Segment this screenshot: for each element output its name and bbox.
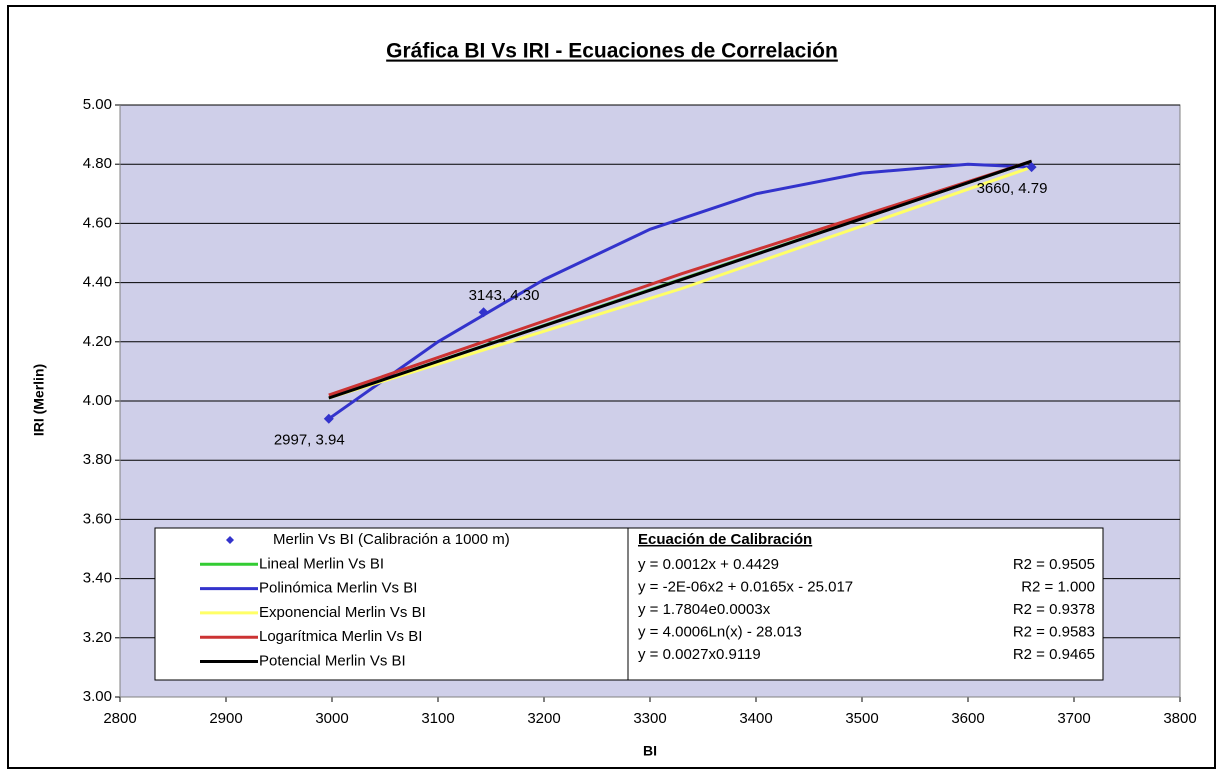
equation: y = 1.7804e0.0003x [638,601,771,618]
equation-box [627,527,1104,681]
y-tick-label: 3.40 [83,570,112,587]
legend-label: Potencial Merlin Vs BI [259,652,406,669]
data-label: 2997, 3.94 [274,432,345,449]
x-tick-label: 3500 [845,710,878,727]
legend-label: Lineal Merlin Vs BI [259,555,384,572]
equation: y = 0.0012x + 0.4429 [638,556,779,573]
legend-label: Logarítmica Merlin Vs BI [259,628,422,645]
r-squared: R2 = 0.9378 [1013,601,1095,618]
y-tick-label: 3.60 [83,510,112,527]
y-tick-label: 4.60 [83,214,112,231]
y-tick-label: 4.80 [83,155,112,172]
y-tick-label: 4.00 [83,392,112,409]
r-squared: R2 = 0.9505 [1013,556,1095,573]
y-tick-label: 3.80 [83,451,112,468]
y-axis-label: IRI (Merlin) [31,364,47,436]
x-tick-label: 3000 [315,710,348,727]
trend-line [328,159,1033,397]
r-squared: R2 = 0.9465 [1013,646,1095,663]
equation-box-title: Ecuación de Calibración [638,531,812,548]
x-tick-label: 3600 [951,710,984,727]
data-label: 3660, 4.79 [977,180,1048,197]
legend-label: Merlin Vs BI (Calibración a 1000 m) [273,531,510,548]
chart-title: Gráfica BI Vs IRI - Ecuaciones de Correl… [386,40,838,63]
x-tick-label: 3700 [1057,710,1090,727]
x-axis-label: BI [643,743,657,759]
data-point [478,307,489,318]
data-label: 3143, 4.30 [469,287,540,304]
x-tick-label: 3400 [739,710,772,727]
x-tick-label: 3300 [633,710,666,727]
trend-line [328,165,1033,400]
y-tick-label: 3.00 [83,688,112,705]
x-tick-label: 2800 [103,710,136,727]
r-squared: R2 = 0.9583 [1013,623,1095,640]
trend-line [328,159,1033,400]
y-tick-label: 3.20 [83,629,112,646]
x-tick-label: 2900 [209,710,242,727]
y-tick-label: 5.00 [83,96,112,113]
r-squared: R2 = 1.000 [1021,578,1095,595]
y-tick-label: 4.20 [83,333,112,350]
x-tick-label: 3200 [527,710,560,727]
data-point [1026,162,1037,173]
legend-label: Polinómica Merlin Vs BI [259,580,417,597]
equation: y = 0.0027x0.9119 [638,646,761,663]
y-tick-label: 4.40 [83,274,112,291]
equation: y = -2E-06x2 + 0.0165x - 25.017 [638,578,853,595]
legend-label: Exponencial Merlin Vs BI [259,604,426,621]
legend [154,527,629,681]
equation: y = 4.0006Ln(x) - 28.013 [638,623,802,640]
x-tick-label: 3100 [421,710,454,727]
legend-marker [226,536,234,544]
x-tick-label: 3800 [1163,710,1196,727]
trend-line [327,162,1032,421]
data-point [323,413,334,424]
